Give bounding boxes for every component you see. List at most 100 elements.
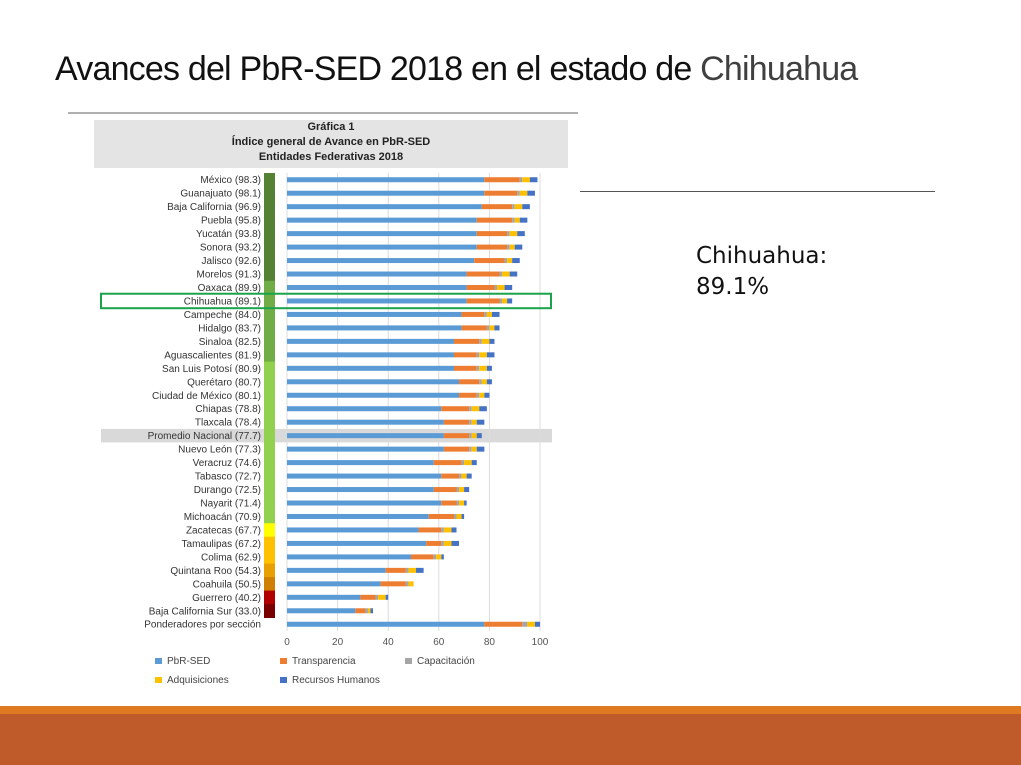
bar-segment	[481, 379, 487, 385]
bar-segment	[453, 365, 477, 371]
bar-segment	[469, 406, 472, 412]
bar-segment	[426, 540, 442, 546]
bar-segment	[489, 325, 495, 331]
ranking-scale-segment	[264, 267, 275, 282]
bar-segment	[453, 338, 480, 344]
bar-segment	[287, 487, 434, 493]
bar-segment	[519, 190, 528, 196]
ranking-scale-segment	[264, 199, 275, 214]
bar-segment	[514, 217, 520, 223]
bar-segment	[453, 352, 477, 358]
ranking-scale-segment	[264, 240, 275, 255]
bar-segment	[287, 177, 485, 183]
ranking-scale-segment	[264, 455, 275, 470]
bar-segment	[441, 406, 470, 412]
ranking-scale-segment	[264, 334, 275, 349]
bar-segment	[476, 446, 485, 452]
ranking-scale-segment	[264, 388, 275, 403]
bar-segment	[443, 433, 470, 439]
bar-segment	[385, 567, 406, 573]
bar-segment	[287, 325, 462, 331]
callout: Chihuahua: 89.1%	[696, 241, 827, 303]
ranking-scale-segment	[264, 536, 275, 551]
caption-line-2: Índice general de Avance en PbR-SED	[231, 136, 431, 148]
bar-segment	[476, 365, 480, 371]
bar-segment	[287, 527, 419, 533]
category-label: Ciudad de México (80.1)	[152, 391, 261, 402]
bar-segment	[519, 177, 523, 183]
category-label: Zacatecas (67.7)	[186, 525, 261, 536]
bar-segment	[287, 365, 454, 371]
category-label: Puebla (95.8)	[201, 216, 261, 227]
category-label: Durango (72.5)	[194, 485, 261, 496]
bar-segment	[522, 204, 530, 210]
bar-segment	[496, 284, 505, 290]
bar-segment	[479, 365, 487, 371]
legend-swatch	[280, 658, 287, 664]
bar-segment	[479, 338, 482, 344]
bar-segment	[464, 487, 470, 493]
bar-segment	[459, 500, 465, 506]
bar-segment	[461, 460, 465, 466]
bar-segment	[471, 446, 477, 452]
bar-segment	[433, 487, 457, 493]
category-label: Quintana Roo (54.3)	[170, 566, 261, 577]
bar-segment	[507, 298, 513, 304]
ranking-scale-segment	[264, 442, 275, 457]
category-label: Baja California (96.9)	[167, 202, 261, 213]
category-label: Nuevo León (77.3)	[178, 445, 261, 456]
category-label: Chihuahua (89.1)	[184, 296, 261, 307]
category-label: Promedio Nacional (77.7)	[148, 431, 261, 442]
bar-segment	[469, 433, 472, 439]
bar-segment	[519, 217, 528, 223]
category-label: Jalisco (92.6)	[202, 256, 261, 267]
ranking-scale-segment	[264, 348, 275, 363]
bar-segment	[514, 204, 523, 210]
bar-segment	[410, 554, 434, 560]
bar-segment	[484, 177, 520, 183]
bar-segment	[443, 540, 452, 546]
bar-segment	[287, 204, 482, 210]
bar-segment	[504, 284, 513, 290]
bar-segment	[436, 554, 442, 560]
bar-segment	[509, 271, 518, 277]
bar-segment	[507, 231, 510, 237]
bar-segment	[355, 608, 366, 614]
ranking-scale-segment	[264, 280, 275, 295]
bar-segment	[461, 325, 487, 331]
bar-segment	[287, 271, 467, 277]
bar-segment	[441, 540, 444, 546]
category-label: Veracruz (74.6)	[193, 458, 261, 469]
bar-segment	[365, 608, 368, 614]
bar-segment	[512, 217, 515, 223]
bar-segment	[451, 527, 457, 533]
bar-segment	[517, 231, 525, 237]
bar-segment	[461, 473, 467, 479]
ranking-scale-segment	[264, 428, 275, 443]
bar-segment	[287, 244, 477, 250]
slide-title: Avances del PbR-SED 2018 en el estado de…	[55, 50, 995, 89]
ranking-scale-segment	[264, 590, 275, 605]
bar-segment	[512, 204, 515, 210]
bar-segment	[466, 473, 472, 479]
bar-segment	[481, 204, 513, 210]
bar-segment	[441, 554, 444, 560]
ranking-scale-segment	[264, 173, 275, 187]
ranking-scale-segment	[264, 469, 275, 484]
category-label: Ponderadores por sección	[144, 620, 261, 631]
category-label: Tlaxcala (78.4)	[195, 418, 261, 429]
ranking-scale-segment	[264, 361, 275, 376]
bar-segment	[522, 621, 528, 627]
bar-segment	[507, 244, 510, 250]
bar-segment	[287, 500, 442, 506]
bar-segment	[471, 460, 477, 466]
bar-segment	[416, 567, 424, 573]
bar-segment	[527, 190, 535, 196]
bar-segment	[287, 338, 454, 344]
bar-segment	[370, 608, 374, 614]
bar-segment	[441, 527, 444, 533]
bar-segment	[287, 379, 460, 385]
legend-swatch	[155, 658, 162, 664]
bar-segment	[287, 217, 477, 223]
bar-segment	[484, 621, 523, 627]
